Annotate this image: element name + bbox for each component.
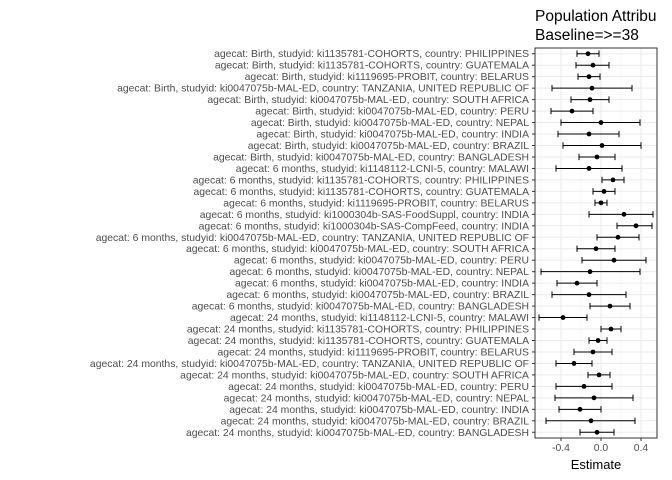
estimate-point — [587, 269, 593, 275]
estimate-point — [598, 120, 604, 125]
errorbar-layer — [538, 50, 654, 436]
y-tick-label: agecat: Birth, studyid: ki0047075b-MAL-E… — [251, 118, 529, 129]
x-tick-label: 0.0 — [594, 443, 609, 454]
estimate-point — [586, 166, 592, 171]
y-tick-label: agecat: 6 months, studyid: ki1135781-COH… — [193, 187, 529, 198]
x-axis-title: Estimate — [571, 457, 622, 472]
estimate-point — [621, 211, 627, 217]
estimate-point — [615, 234, 621, 240]
y-tick-label: agecat: 6 months, studyid: ki0047075b-MA… — [192, 302, 529, 313]
estimate-point — [594, 429, 600, 435]
y-tick-label: agecat: 6 months, studyid: ki1000304b-SA… — [200, 210, 529, 221]
x-tick-label: 0.4 — [634, 443, 649, 454]
y-tick-label: agecat: Birth, studyid: ki1119695-PROBIT… — [245, 72, 529, 83]
estimate-point — [574, 280, 580, 286]
estimate-point — [596, 372, 602, 378]
y-tick-label: agecat: 24 months, studyid: ki1135781-CO… — [188, 336, 529, 347]
panel-border — [534, 47, 658, 439]
estimate-point — [569, 108, 575, 114]
estimate-point — [593, 246, 599, 252]
estimate-point — [560, 315, 566, 320]
y-tick-label: agecat: 6 months, studyid: ki0047075b-MA… — [96, 233, 529, 244]
estimate-point — [598, 200, 604, 206]
y-tick-label: agecat: Birth, studyid: ki1135781-COHORT… — [215, 61, 529, 72]
y-tick-label: agecat: 6 months, studyid: ki0047075b-MA… — [226, 290, 529, 301]
y-tick-label: agecat: 6 months, studyid: ki1148112-LCN… — [236, 164, 529, 175]
panel-background — [535, 48, 657, 438]
estimate-point — [587, 97, 593, 103]
chart-title: Population Attribu — [535, 8, 657, 25]
y-tick-label: agecat: 24 months, studyid: ki1148112-LC… — [230, 313, 529, 324]
estimate-point — [590, 349, 596, 355]
y-tick-label: agecat: 6 months, studyid: ki1000304b-SA… — [199, 221, 529, 232]
y-tick-label: agecat: 6 months, studyid: ki1119695-PRO… — [223, 198, 529, 209]
estimate-point — [586, 131, 592, 137]
estimate-point — [611, 257, 617, 263]
x-axis-ticks: -0.4 0.0 0.4 — [552, 438, 648, 454]
estimate-point — [608, 326, 614, 332]
estimate-point — [589, 85, 595, 91]
estimate-point — [595, 338, 601, 343]
y-tick-label: agecat: 24 months, studyid: ki0047075b-M… — [90, 359, 529, 370]
y-tick-label: agecat: Birth, studyid: ki1135781-COHORT… — [214, 49, 529, 60]
estimate-point — [585, 51, 591, 57]
y-tick-label: agecat: 24 months, studyid: ki0047075b-M… — [229, 405, 529, 416]
estimate-point — [586, 292, 592, 298]
estimate-point — [588, 418, 594, 424]
estimate-point — [591, 395, 597, 401]
y-tick-label: agecat: Birth, studyid: ki0047075b-MAL-E… — [255, 107, 529, 118]
y-tick-label: agecat: 6 months, studyid: ki0047075b-MA… — [234, 256, 529, 267]
y-tick-label: agecat: 24 months, studyid: ki1119695-PR… — [218, 347, 530, 358]
y-tick-label: agecat: Birth, studyid: ki0047075b-MAL-E… — [248, 141, 529, 152]
estimate-point — [577, 406, 583, 412]
estimate-point — [601, 188, 607, 194]
y-tick-label: agecat: 24 months, studyid: ki0047075b-M… — [186, 428, 529, 439]
chart-subtitle: Baseline=>=38 — [535, 27, 639, 44]
y-tick-label: agecat: 24 months, studyid: ki0047075b-M… — [180, 370, 529, 381]
y-tick-label: agecat: 6 months, studyid: ki0047075b-MA… — [235, 279, 529, 290]
y-tick-label: agecat: 24 months, studyid: ki0047075b-M… — [228, 382, 529, 393]
y-tick-label: agecat: 6 months, studyid: ki1135781-COH… — [193, 175, 529, 186]
y-axis-labels: agecat: Birth, studyid: ki1135781-COHORT… — [90, 49, 535, 439]
estimate-point — [581, 383, 587, 389]
grid-layer — [535, 48, 657, 438]
y-tick-label: agecat: 6 months, studyid: ki0047075b-MA… — [229, 267, 529, 278]
estimate-point — [571, 361, 577, 366]
estimate-point — [586, 74, 592, 80]
y-tick-label: agecat: Birth, studyid: ki0047075b-MAL-E… — [207, 95, 529, 106]
y-tick-label: agecat: Birth, studyid: ki0047075b-MAL-E… — [213, 152, 529, 163]
y-tick-label: agecat: 24 months, studyid: ki1135781-CO… — [187, 325, 529, 336]
estimate-point — [594, 154, 600, 160]
estimate-point — [599, 143, 605, 148]
x-tick-label: -0.4 — [552, 443, 570, 454]
estimate-point — [633, 223, 639, 229]
y-tick-label: agecat: 24 months, studyid: ki0047075b-M… — [224, 393, 530, 404]
y-tick-label: agecat: Birth, studyid: ki0047075b-MAL-E… — [117, 84, 529, 95]
y-tick-label: agecat: 6 months, studyid: ki0047075b-MA… — [186, 244, 529, 255]
y-tick-label: agecat: 24 months, studyid: ki0047075b-M… — [221, 416, 530, 427]
estimate-point — [590, 62, 596, 68]
estimate-point — [607, 303, 613, 309]
estimate-point — [610, 177, 616, 183]
point-layer — [560, 51, 639, 435]
y-tick-label: agecat: Birth, studyid: ki0047075b-MAL-E… — [256, 130, 529, 141]
